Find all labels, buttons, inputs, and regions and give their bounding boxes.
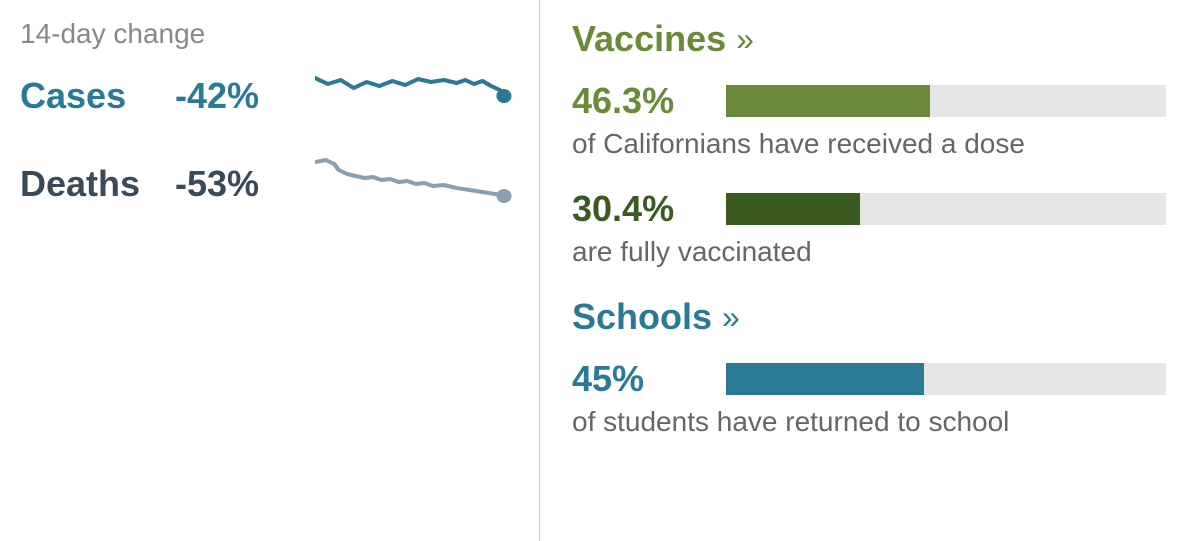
metric-value: -42% (175, 75, 315, 117)
stat-description: of Californians have received a dose (572, 128, 1180, 160)
metric-label: Cases (20, 75, 175, 117)
chevron-right-icon: » (722, 299, 734, 336)
chevron-right-icon: » (736, 21, 748, 58)
stat-top-row: 30.4% (572, 188, 1180, 230)
stat-description: of students have returned to school (572, 406, 1180, 438)
right-panel: Vaccines » 46.3% of Californians have recei… (540, 0, 1200, 541)
section-header[interactable]: Vaccines » (572, 18, 1180, 60)
stat-block: 46.3% of Californians have received a dos… (572, 80, 1180, 160)
stat-block: 45% of students have returned to school (572, 358, 1180, 438)
metric-value: -53% (175, 163, 315, 205)
sparkline (315, 68, 519, 124)
section-header[interactable]: Schools » (572, 296, 1180, 338)
metric-label: Deaths (20, 163, 175, 205)
stat-top-row: 45% (572, 358, 1180, 400)
stat-percent: 46.3% (572, 80, 702, 122)
left-panel: 14-day change Cases-42% Deaths-53% (0, 0, 540, 541)
progress-bar (726, 85, 1166, 117)
progress-bar (726, 363, 1166, 395)
sparkline (315, 156, 519, 212)
change-header: 14-day change (20, 18, 519, 50)
stat-top-row: 46.3% (572, 80, 1180, 122)
progress-bar-fill (726, 193, 860, 225)
metric-row: Deaths-53% (20, 156, 519, 212)
progress-bar-fill (726, 85, 930, 117)
stat-description: are fully vaccinated (572, 236, 1180, 268)
metric-row: Cases-42% (20, 68, 519, 124)
metrics-list: Cases-42% Deaths-53% (20, 68, 519, 212)
progress-bar (726, 193, 1166, 225)
stat-percent: 45% (572, 358, 702, 400)
section-title: Schools (572, 296, 712, 338)
stat-percent: 30.4% (572, 188, 702, 230)
progress-bar-fill (726, 363, 924, 395)
stat-block: 30.4% are fully vaccinated (572, 188, 1180, 268)
section-title: Vaccines (572, 18, 726, 60)
